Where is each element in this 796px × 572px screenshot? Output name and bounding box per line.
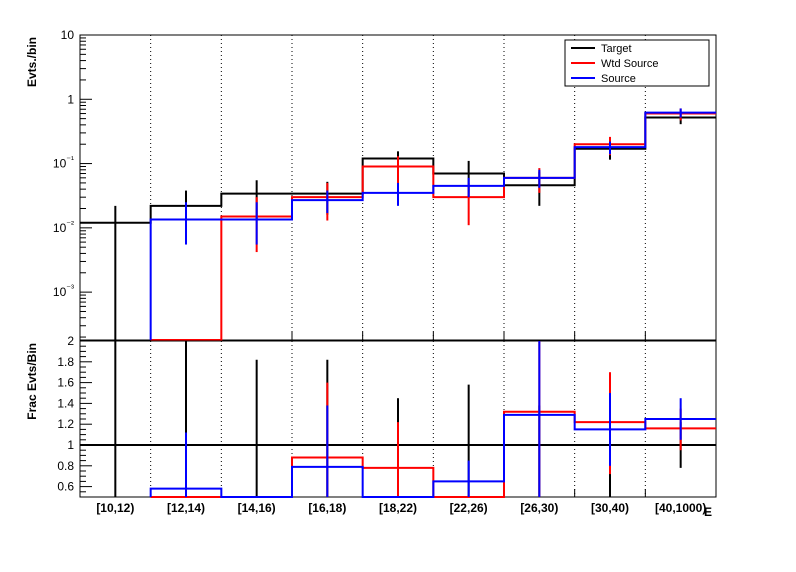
- bottom-ytick-label: 1.8: [57, 355, 74, 369]
- top-frame: [79, 34, 717, 341]
- x-category-label: [22,26): [450, 501, 488, 515]
- x-category-label: [12,14): [167, 501, 205, 515]
- bottom-ytick-label: 1.4: [57, 396, 74, 410]
- x-axis-title: E: [704, 505, 712, 519]
- legend-label-wtd-source: Wtd Source: [601, 58, 658, 70]
- top-ytick-label: 10⁻³: [53, 283, 74, 299]
- x-category-label: [10,12): [96, 501, 134, 515]
- x-category-label: [26,30): [520, 501, 558, 515]
- legend: Target Wtd Source Source: [564, 39, 710, 87]
- top-ytick-label: 10: [61, 28, 75, 42]
- x-category-label: [18,22): [379, 501, 417, 515]
- top-y-axis-title: Evts./bin: [25, 37, 39, 87]
- x-category-label: [40,1000): [655, 501, 706, 515]
- top-ytick-label: 10⁻²: [53, 219, 74, 235]
- x-category-label: [16,18): [308, 501, 346, 515]
- legend-label-source: Source: [601, 73, 636, 85]
- bottom-source-line: [149, 413, 716, 498]
- bottom-ytick-label: 1.6: [57, 376, 74, 390]
- x-category-label: [14,16): [238, 501, 276, 515]
- bottom-y-axis-title: Frac Evts/Bin: [25, 343, 39, 420]
- top-ytick-label: 1: [67, 92, 74, 106]
- bottom-ytick-label: 1: [67, 438, 74, 452]
- bottom-ytick-label: 2: [67, 334, 74, 348]
- x-category-label: [30,40): [591, 501, 629, 515]
- bottom-ytick-label: 0.6: [57, 480, 74, 494]
- top-source-line: [149, 111, 716, 340]
- bottom-ytick-label: 1.2: [57, 417, 74, 431]
- bottom-panel: 2 1.8 1.6 1.4 1.2 1 0.8 0.6 Frac Evts/Bin E [10,12…: [25, 334, 717, 519]
- legend-label-target: Target: [601, 43, 632, 55]
- top-ytick-label: 10⁻¹: [53, 155, 74, 171]
- top-target-line: [80, 116, 716, 224]
- bottom-ytick-label: 0.8: [57, 459, 74, 473]
